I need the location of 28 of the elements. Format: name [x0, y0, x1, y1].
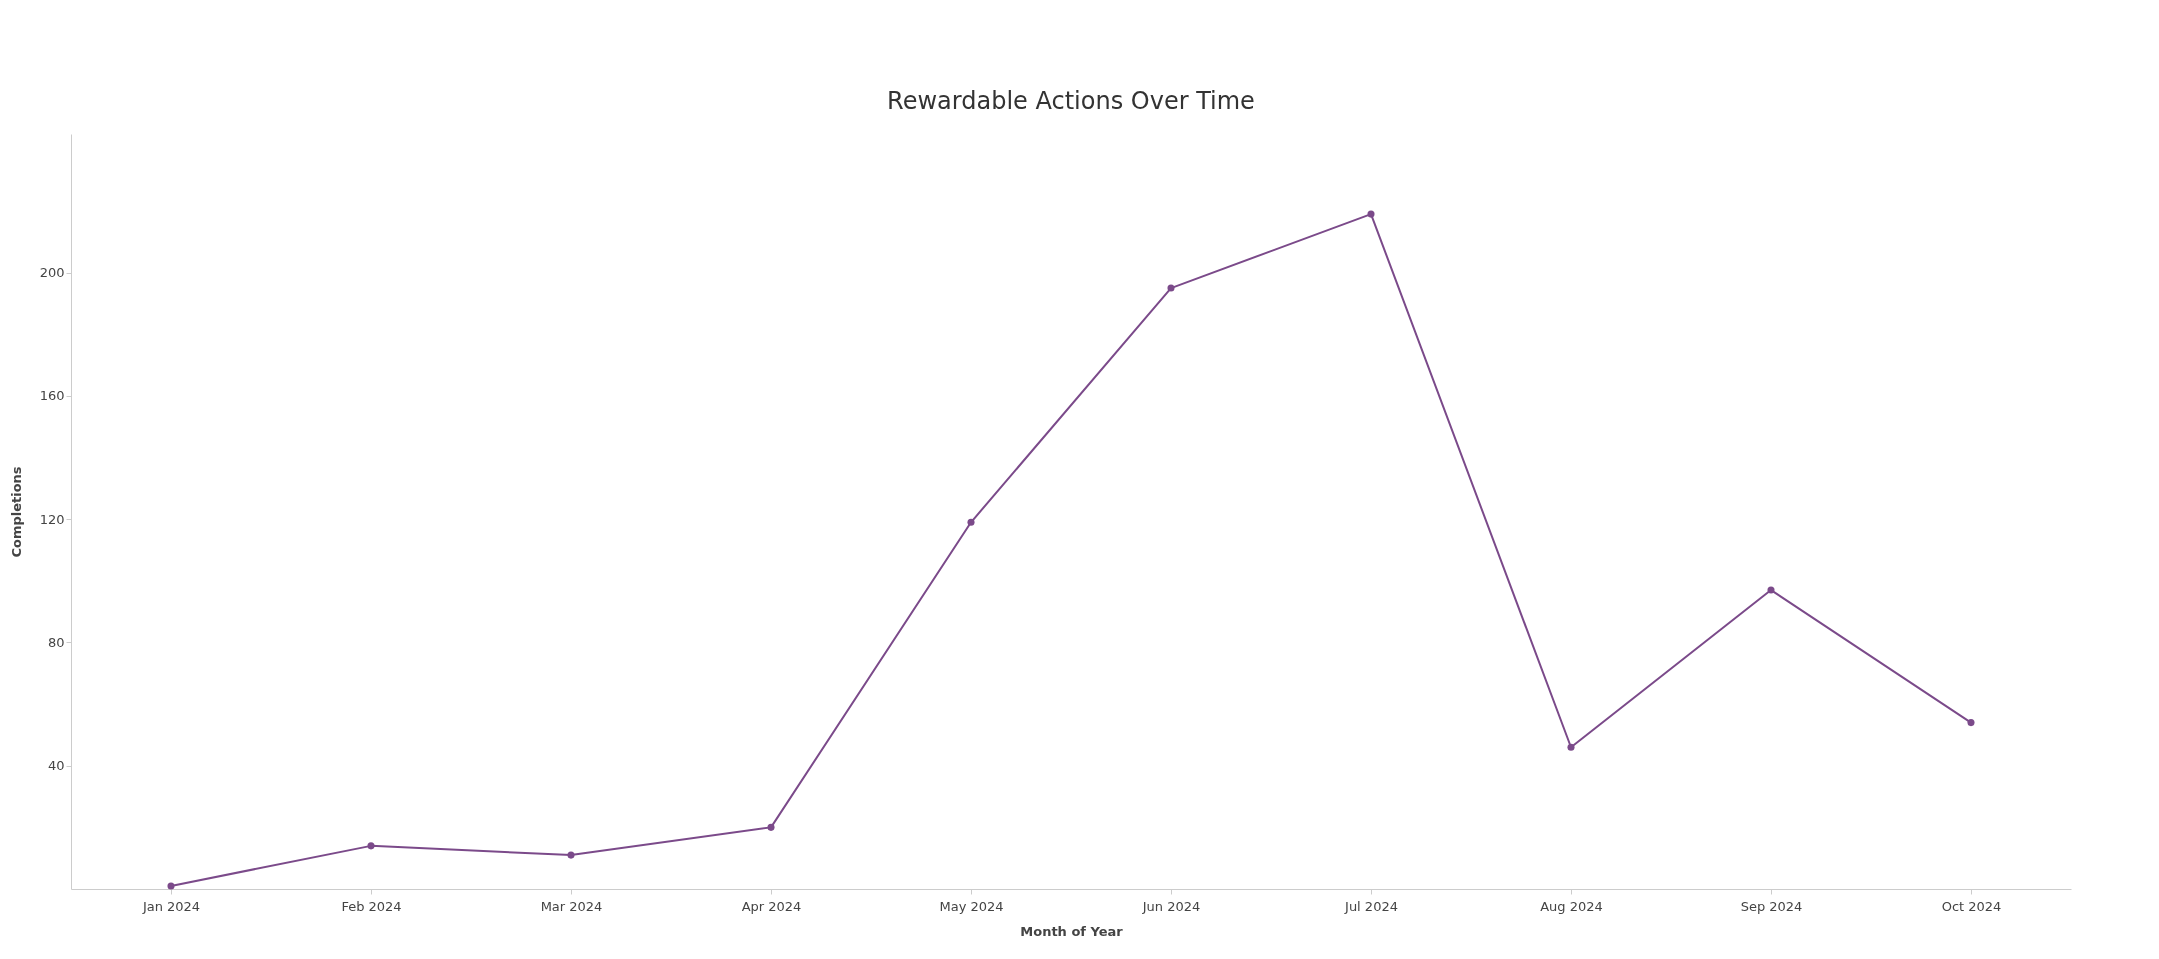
x-tick-label: Oct 2024: [1941, 898, 2002, 914]
point: [1967, 719, 1975, 727]
point: [767, 823, 775, 831]
x-tick-label: Aug 2024: [1540, 898, 1603, 914]
x-axis-title: Month of Year: [1020, 923, 1124, 939]
y-axis-title: Completions: [8, 466, 24, 558]
point: [367, 842, 375, 850]
y-tick-label: 200: [39, 265, 65, 281]
y-tick-label: 120: [39, 511, 65, 527]
point: [1167, 284, 1175, 292]
x-tick-label: Jan 2024: [141, 898, 201, 914]
y-tick-label: 80: [47, 634, 65, 650]
point: [567, 851, 575, 859]
point: [967, 518, 975, 526]
point: [1767, 586, 1775, 594]
point: [1367, 210, 1375, 218]
x-tick-label: Jun 2024: [1141, 898, 1201, 914]
point: [167, 882, 175, 890]
x-tick-label: Jul 2024: [1344, 898, 1398, 914]
y-tick-label: 160: [39, 388, 65, 404]
x-tick-label: Feb 2024: [341, 898, 402, 914]
point: [1567, 743, 1575, 751]
x-tick-label: Sep 2024: [1740, 898, 1803, 914]
x-tick-label: May 2024: [939, 898, 1004, 914]
chart-title: Rewardable Actions Over Time: [887, 87, 1255, 115]
x-tick-label: Apr 2024: [741, 898, 802, 914]
y-tick-label: 40: [47, 758, 65, 774]
x-tick-label: Mar 2024: [540, 898, 603, 914]
